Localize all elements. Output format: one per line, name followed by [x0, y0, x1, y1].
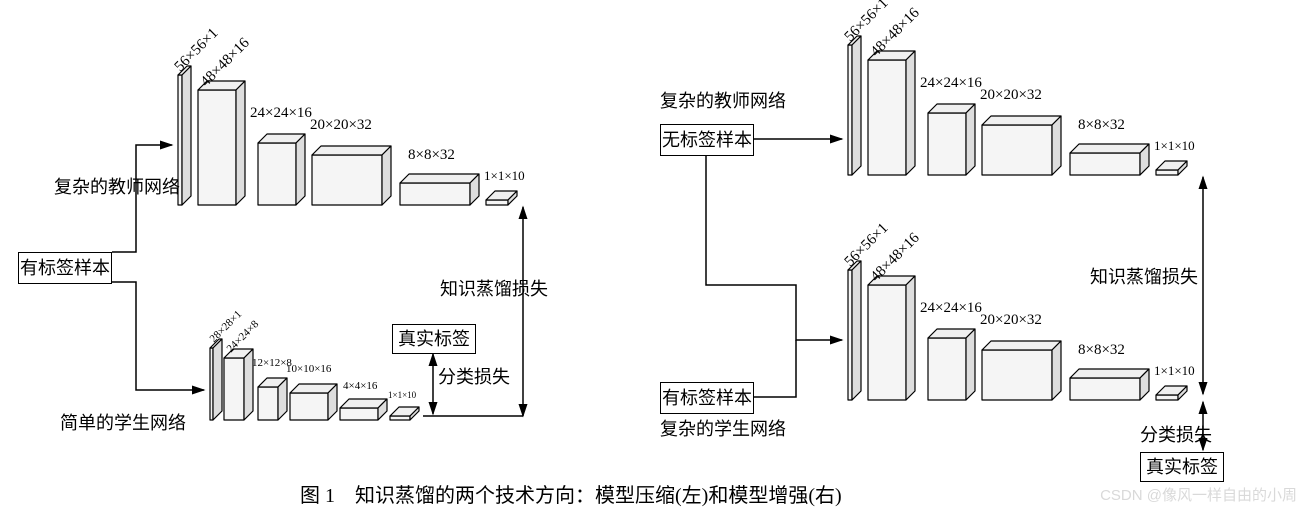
block-dim-label: 1×1×10 [1154, 139, 1195, 152]
watermark-text: CSDN @像风一样自由的小周 [1100, 484, 1297, 505]
right-teacher-label: 复杂的教师网络 [660, 92, 786, 110]
right-student-label: 复杂的学生网络 [660, 420, 786, 438]
diagram-stage: 有标签样本复杂的教师网络简单的学生网络56×56×148×48×1624×24×… [0, 0, 1315, 519]
block-dim-label: 1×1×10 [388, 391, 416, 400]
block-dim-label: 24×24×16 [920, 76, 982, 91]
block-dim-label: 20×20×32 [310, 118, 372, 133]
block-dim-label: 20×20×32 [980, 313, 1042, 328]
left-cls-loss-label: 分类损失 [438, 368, 510, 386]
left-true-label-box: 真实标签 [392, 324, 476, 354]
right-unlabeled-box: 无标签样本 [660, 124, 754, 156]
right-labeled-box: 有标签样本 [660, 382, 754, 414]
figure-caption: 图 1 知识蒸馏的两个技术方向：模型压缩(左)和模型增强(右) [300, 486, 842, 506]
block-dim-label: 4×4×16 [343, 381, 377, 392]
block-dim-label: 1×1×10 [484, 169, 525, 182]
right-cls-loss-label: 分类损失 [1140, 426, 1212, 444]
right-true-label-box: 真实标签 [1140, 452, 1224, 482]
block-dim-label: 24×24×16 [920, 301, 982, 316]
block-dim-label: 20×20×32 [980, 88, 1042, 103]
block-dim-label: 8×8×32 [1078, 118, 1125, 133]
left-teacher-label: 复杂的教师网络 [54, 178, 180, 196]
left-kd-loss-label: 知识蒸馏损失 [440, 280, 548, 298]
block-dim-label: 10×10×16 [286, 364, 331, 375]
block-dim-label: 8×8×32 [1078, 343, 1125, 358]
left-student-label: 简单的学生网络 [60, 414, 186, 432]
block-dim-label: 24×24×16 [250, 106, 312, 121]
left-input-box: 有标签样本 [18, 252, 112, 284]
right-kd-loss-label: 知识蒸馏损失 [1090, 268, 1198, 286]
block-dim-label: 1×1×10 [1154, 364, 1195, 377]
block-dim-label: 8×8×32 [408, 148, 455, 163]
